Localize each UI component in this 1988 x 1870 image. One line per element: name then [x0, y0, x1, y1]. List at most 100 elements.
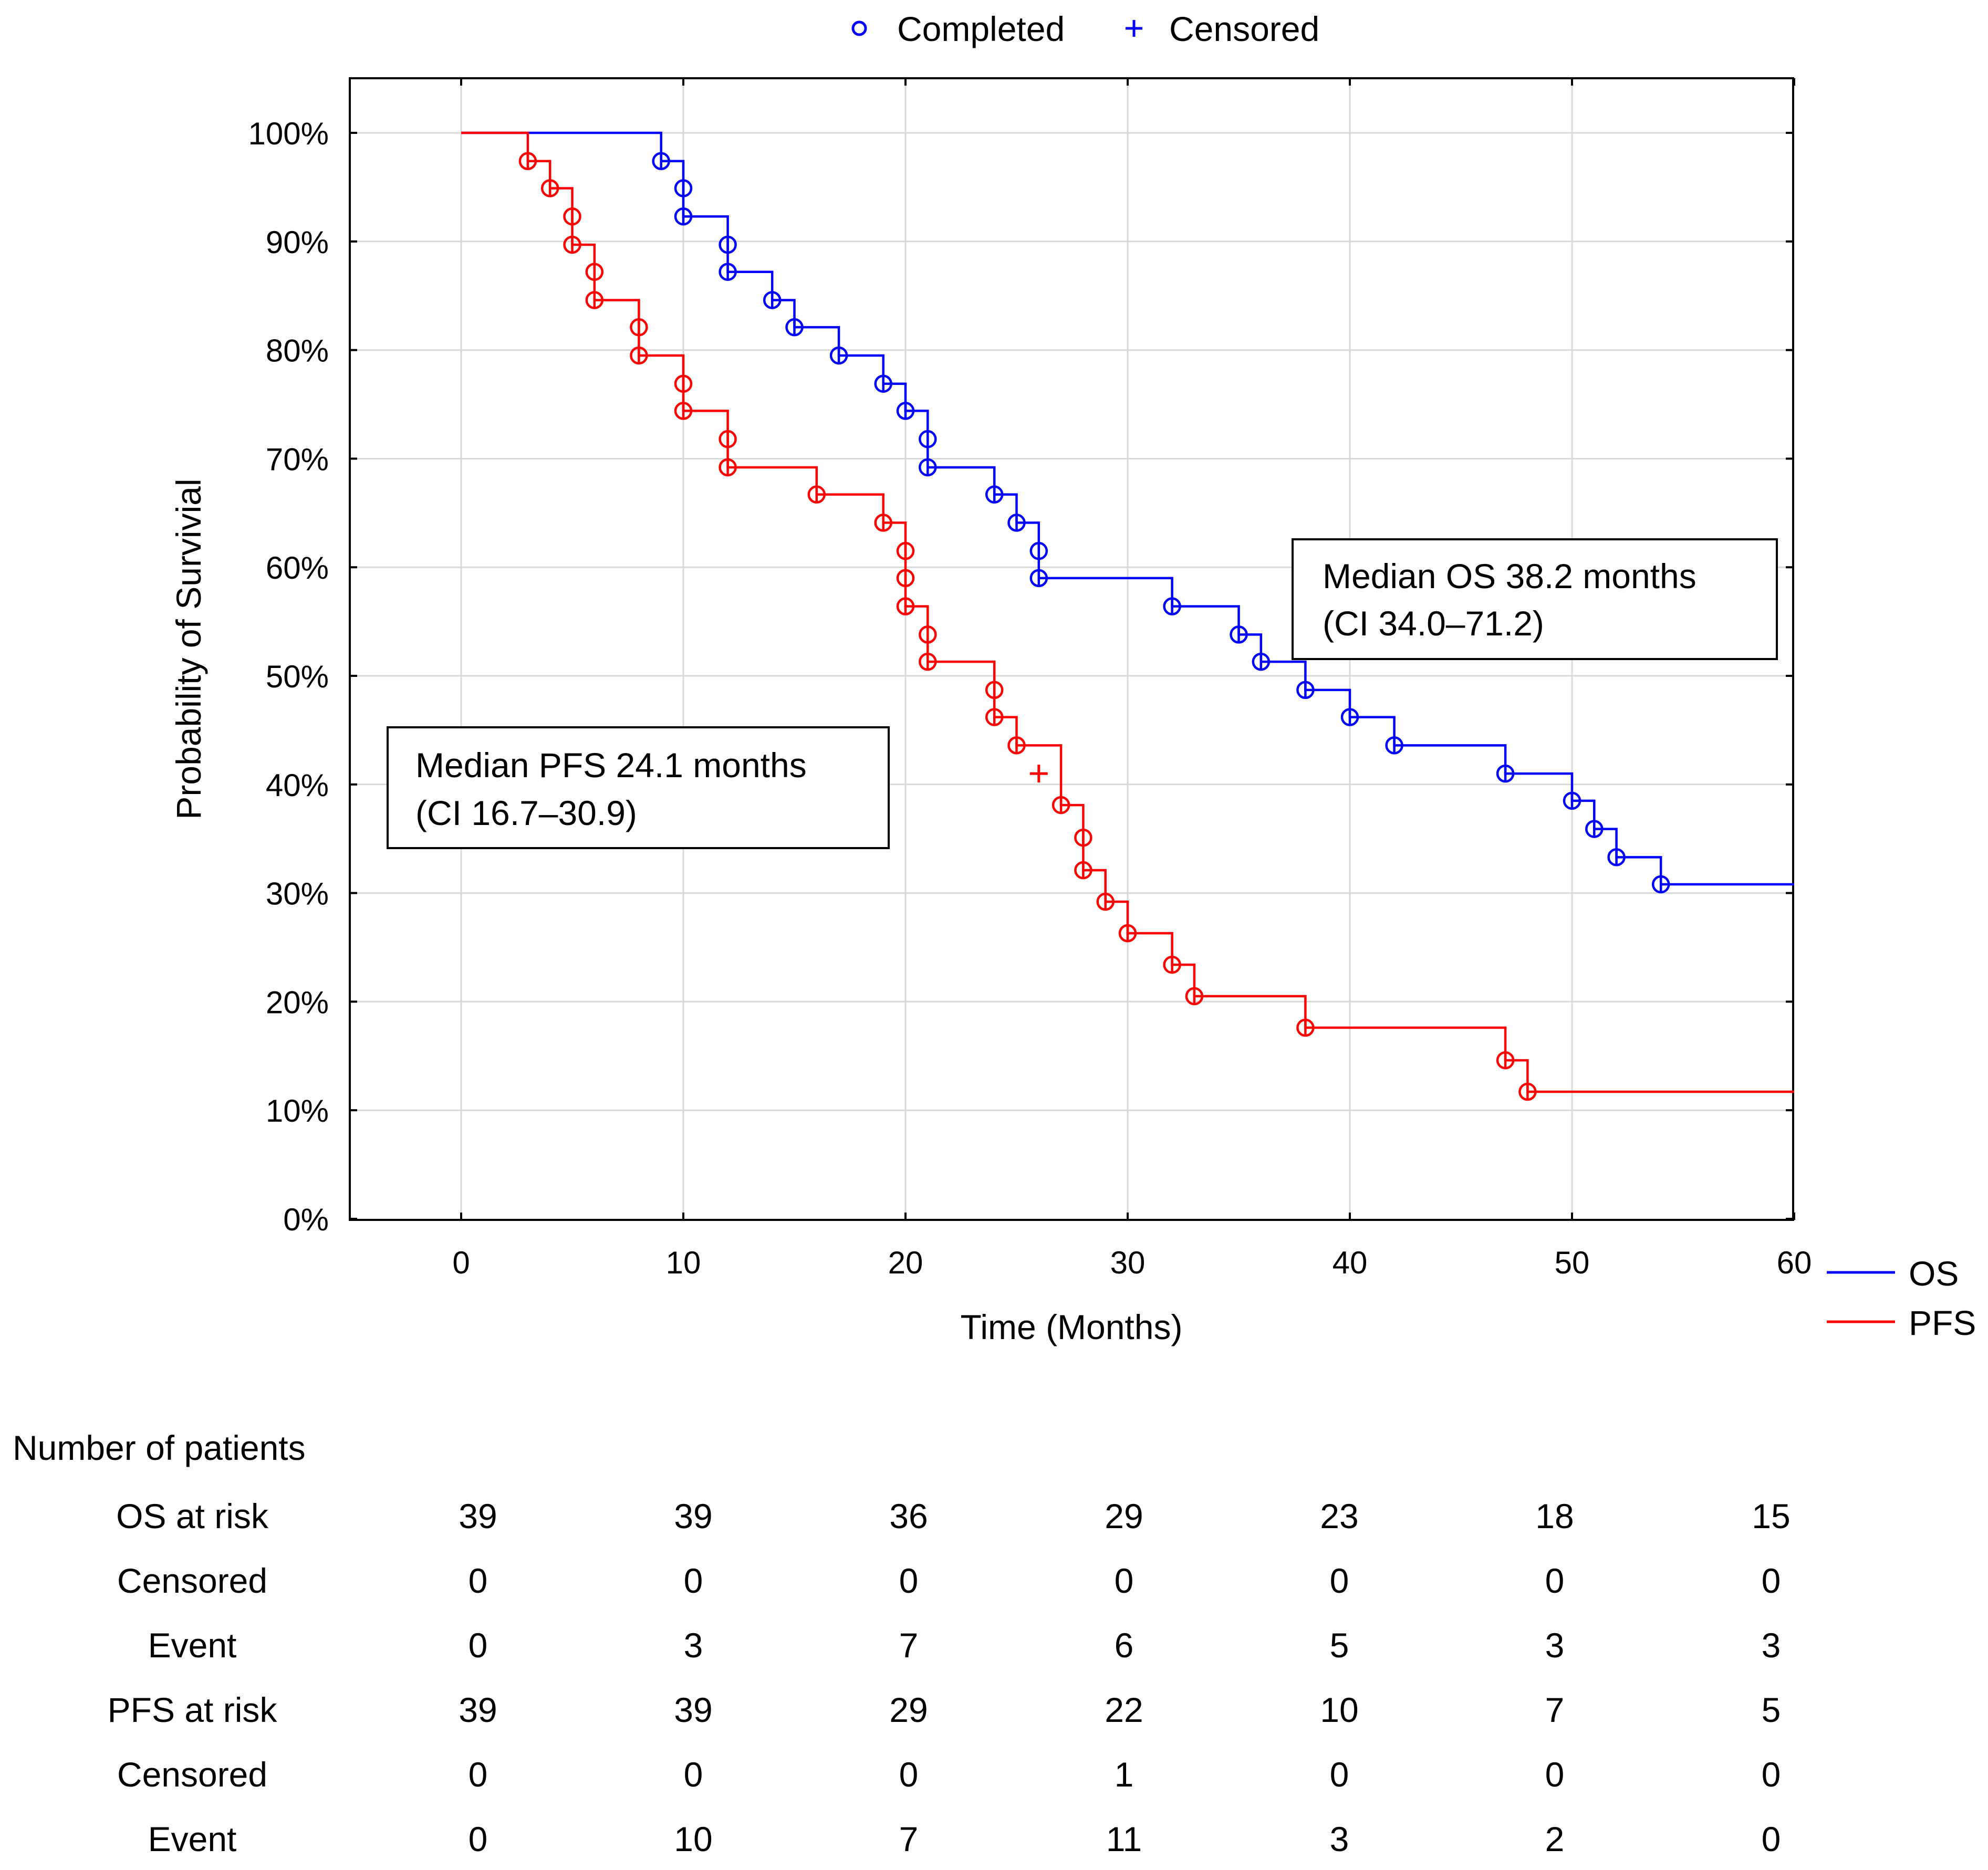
pfs-median-line-1: Median PFS 24.1 months	[415, 746, 807, 785]
pfs-event-marker	[1052, 796, 1070, 814]
risk-row-label: Event	[148, 1820, 237, 1858]
os-event-marker	[919, 458, 937, 477]
censored-legend-label: Censored	[1169, 9, 1319, 48]
x-tick-label: 60	[1777, 1245, 1812, 1280]
risk-row-label: OS at risk	[116, 1497, 269, 1535]
risk-cell: 0	[684, 1755, 703, 1794]
pfs-event-marker	[1074, 828, 1092, 847]
pfs-event-marker	[1074, 861, 1092, 880]
risk-cell: 2	[1545, 1820, 1565, 1858]
y-tick-label: 70%	[266, 442, 329, 477]
os-median-line-2: (CI 34.0–71.2)	[1323, 604, 1544, 643]
y-tick-label: 30%	[266, 876, 329, 912]
pfs-event-marker	[874, 514, 892, 532]
os-event-marker	[1340, 708, 1359, 726]
censored-marker-icon	[1126, 20, 1142, 37]
y-tick-label: 20%	[266, 985, 329, 1020]
os-event-marker	[1496, 764, 1515, 783]
x-tick-label: 10	[666, 1245, 701, 1280]
risk-cell: 39	[459, 1497, 497, 1535]
os-event-marker	[1651, 875, 1670, 894]
y-tick-label: 80%	[266, 333, 329, 369]
risk-cell: 5	[1330, 1626, 1349, 1665]
os-event-marker	[985, 485, 1004, 504]
risk-cell: 39	[674, 1497, 712, 1535]
x-axis-ticks: 0 10 20 30 40 50 60	[452, 78, 1812, 1280]
risk-cell: 0	[1762, 1820, 1781, 1858]
risk-cell: 0	[1330, 1755, 1349, 1794]
x-axis-label: Time (Months)	[961, 1308, 1183, 1346]
top-legend: Completed Censored	[851, 9, 1319, 48]
os-legend-label: OS	[1909, 1254, 1959, 1293]
risk-cell: 3	[1545, 1626, 1565, 1665]
y-tick-label: 10%	[266, 1093, 329, 1129]
os-event-marker	[1252, 652, 1271, 671]
os-event-marker	[829, 346, 848, 365]
risk-cell: 22	[1105, 1690, 1143, 1729]
pfs-median-annotation: Median PFS 24.1 months (CI 16.7–30.9)	[387, 726, 890, 849]
pfs-event-marker	[919, 652, 937, 671]
risk-cell: 18	[1535, 1497, 1574, 1535]
x-tick-label: 40	[1333, 1245, 1368, 1280]
risk-cell: 15	[1752, 1497, 1790, 1535]
risk-cell: 36	[889, 1497, 928, 1535]
risk-cell: 0	[469, 1755, 488, 1794]
risk-cell: 0	[469, 1820, 488, 1858]
risk-cell: 3	[1762, 1626, 1781, 1665]
x-tick-label: 30	[1110, 1245, 1146, 1280]
pfs-event-marker	[919, 625, 937, 644]
pfs-event-marker	[985, 708, 1004, 726]
pfs-legend-label: PFS	[1909, 1303, 1976, 1342]
os-event-marker	[719, 235, 737, 254]
risk-row-label: Censored	[117, 1755, 267, 1794]
pfs-event-marker	[674, 402, 693, 420]
os-event-marker	[1230, 625, 1248, 644]
risk-cell: 0	[1762, 1561, 1781, 1600]
risk-cell: 10	[674, 1820, 712, 1858]
pfs-event-marker	[674, 374, 693, 393]
os-event-marker	[919, 430, 937, 448]
y-tick-label: 50%	[266, 659, 329, 694]
risk-cell: 0	[469, 1626, 488, 1665]
risk-cell: 0	[1330, 1561, 1349, 1600]
x-tick-label: 50	[1555, 1245, 1590, 1280]
pfs-median-line-2: (CI 16.7–30.9)	[415, 793, 637, 832]
pfs-event-marker	[985, 681, 1004, 699]
risk-cell: 7	[899, 1820, 919, 1858]
plot-frame	[349, 77, 1794, 1221]
os-event-marker	[674, 179, 693, 197]
os-event-marker	[763, 291, 782, 309]
pfs-event-marker	[518, 152, 537, 171]
y-tick-label: 0%	[283, 1202, 329, 1237]
risk-cell: 5	[1762, 1690, 1781, 1729]
os-event-marker	[674, 207, 693, 226]
os-event-marker	[1563, 791, 1581, 810]
series-legend: OS PFS	[1827, 1254, 1976, 1342]
risk-cell: 1	[1115, 1755, 1134, 1794]
os-event-marker	[874, 374, 892, 393]
pfs-event-marker	[896, 597, 915, 615]
y-axis-ticks: 0% 10% 20% 30% 40% 50% 60% 70% 80% 90% 100%	[248, 116, 1793, 1237]
pfs-event-marker	[719, 458, 737, 477]
risk-cell: 0	[1762, 1755, 1781, 1794]
risk-row-label: Event	[148, 1626, 237, 1665]
os-event-marker	[1029, 541, 1048, 560]
os-median-line-1: Median OS 38.2 months	[1323, 557, 1696, 596]
pfs-event-marker	[719, 430, 737, 448]
risk-cell: 39	[459, 1690, 497, 1729]
risk-cell: 7	[1545, 1690, 1565, 1729]
risk-cell: 39	[674, 1690, 712, 1729]
risk-cell: 0	[1545, 1561, 1565, 1600]
pfs-event-marker	[630, 318, 648, 337]
pfs-event-marker	[1496, 1051, 1515, 1070]
pfs-event-marker	[585, 291, 604, 309]
os-event-marker	[1385, 736, 1403, 755]
risk-cell: 0	[684, 1561, 703, 1600]
os-event-marker	[1029, 569, 1048, 588]
risk-row-label: Censored	[117, 1561, 267, 1600]
pfs-event-marker	[896, 541, 915, 560]
pfs-event-marker	[563, 235, 581, 254]
risk-cell: 7	[899, 1626, 919, 1665]
